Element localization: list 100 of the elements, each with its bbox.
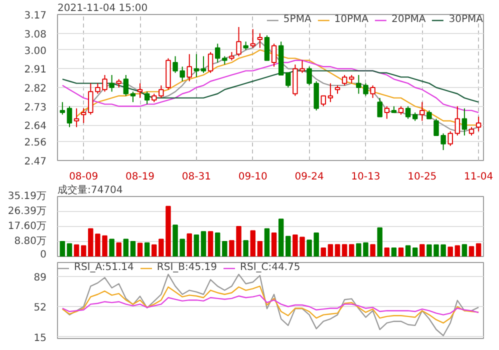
candlestick bbox=[180, 66, 185, 82]
bar bbox=[200, 231, 206, 256]
line-series bbox=[62, 60, 480, 114]
bar bbox=[243, 240, 248, 256]
candlestick bbox=[271, 43, 277, 68]
candlestick bbox=[208, 52, 214, 74]
bar bbox=[384, 247, 390, 256]
candlestick bbox=[144, 91, 150, 105]
bar bbox=[250, 230, 256, 256]
y-tick-label: 2.82 bbox=[24, 84, 46, 94]
candlestick bbox=[462, 108, 468, 136]
bar bbox=[278, 218, 284, 256]
line-series bbox=[62, 294, 480, 316]
candlestick bbox=[186, 54, 192, 82]
line-series bbox=[62, 286, 480, 324]
legend-label: 10PMA bbox=[334, 14, 369, 25]
bar bbox=[208, 231, 214, 256]
bar bbox=[194, 234, 200, 256]
candlestick bbox=[130, 91, 136, 103]
candlestick bbox=[257, 32, 263, 48]
bar bbox=[448, 246, 453, 256]
candlestick bbox=[194, 54, 200, 78]
candlestick bbox=[66, 106, 72, 128]
bar bbox=[391, 247, 397, 256]
candlestick bbox=[342, 74, 348, 86]
line-series bbox=[62, 274, 480, 336]
candlestick bbox=[264, 34, 270, 61]
bar bbox=[468, 246, 474, 256]
bar bbox=[405, 245, 411, 256]
candlestick bbox=[420, 102, 425, 122]
candlestick bbox=[200, 56, 206, 74]
y-tick-label: 3.17 bbox=[24, 10, 46, 22]
candlestick bbox=[320, 95, 326, 107]
x-tick-label: 09-24 bbox=[294, 172, 324, 182]
candlestick bbox=[306, 66, 312, 86]
bar bbox=[420, 244, 425, 256]
y-tick-label: 0 bbox=[40, 250, 47, 260]
bar bbox=[377, 227, 382, 256]
x-tick-label: 08-09 bbox=[69, 172, 98, 182]
y-tick-label: 2.91 bbox=[24, 64, 46, 76]
legend-label: RSI_C:44.75 bbox=[240, 262, 300, 273]
bar bbox=[186, 233, 192, 256]
y-tick-label: 89 bbox=[34, 272, 47, 284]
candlestick bbox=[370, 84, 376, 98]
bar bbox=[271, 232, 277, 256]
y-tick-label: 2.73 bbox=[24, 102, 46, 114]
y-tick-label: 17.60万 bbox=[8, 220, 47, 232]
candlestick bbox=[250, 28, 256, 48]
x-tick-label: 11-04 bbox=[464, 172, 494, 182]
bar bbox=[109, 238, 114, 256]
candlestick bbox=[328, 82, 334, 103]
candlestick bbox=[60, 102, 66, 116]
candlestick bbox=[123, 74, 129, 96]
candlestick bbox=[377, 97, 382, 118]
y-tick-label: 2.56 bbox=[24, 138, 46, 149]
y-tick-label: 15 bbox=[34, 332, 47, 344]
bar bbox=[144, 242, 150, 256]
y-tick-label: 2.64 bbox=[24, 121, 46, 132]
y-tick-label: 3.08 bbox=[24, 29, 46, 40]
candlestick bbox=[440, 132, 446, 151]
bar bbox=[116, 242, 122, 256]
bar bbox=[454, 245, 460, 256]
chart-title: 2021-11-04 15:00 bbox=[58, 3, 148, 14]
bar bbox=[152, 244, 157, 256]
candlestick bbox=[80, 108, 86, 124]
bar bbox=[257, 240, 263, 256]
bar bbox=[123, 238, 129, 256]
x-tick-label: 09-10 bbox=[238, 172, 268, 182]
x-tick-label: 10-13 bbox=[351, 172, 380, 182]
bar bbox=[334, 244, 340, 256]
bar bbox=[398, 247, 404, 256]
candlestick bbox=[286, 72, 291, 88]
candlestick bbox=[405, 106, 411, 120]
bar bbox=[137, 242, 143, 256]
candlestick bbox=[236, 26, 242, 57]
candlestick bbox=[137, 82, 143, 98]
bar bbox=[130, 240, 136, 256]
bar bbox=[328, 244, 334, 256]
candlestick bbox=[476, 116, 482, 132]
candlestick bbox=[214, 43, 220, 63]
bar bbox=[348, 244, 354, 256]
x-tick-label: 10-25 bbox=[408, 172, 437, 182]
bar bbox=[214, 232, 220, 256]
bar bbox=[342, 244, 348, 256]
y-tick-label: 26.39万 bbox=[8, 206, 47, 218]
candlestick bbox=[74, 108, 80, 128]
candlestick bbox=[434, 118, 439, 136]
y-tick-label: 3.00 bbox=[24, 46, 46, 57]
candlestick bbox=[384, 106, 390, 120]
chart-title: 成交量:74704 bbox=[58, 184, 123, 196]
bar bbox=[476, 243, 482, 256]
bar bbox=[370, 244, 376, 256]
legend-label: RSI_A:51.14 bbox=[74, 262, 134, 273]
y-tick-label: 8.80万 bbox=[14, 236, 46, 247]
legend-label: 5PMA bbox=[283, 14, 312, 25]
legend-label: RSI_B:45.19 bbox=[156, 262, 218, 273]
bar bbox=[320, 247, 326, 256]
bar bbox=[80, 245, 86, 256]
candlestick bbox=[172, 56, 178, 74]
bar bbox=[74, 244, 80, 256]
